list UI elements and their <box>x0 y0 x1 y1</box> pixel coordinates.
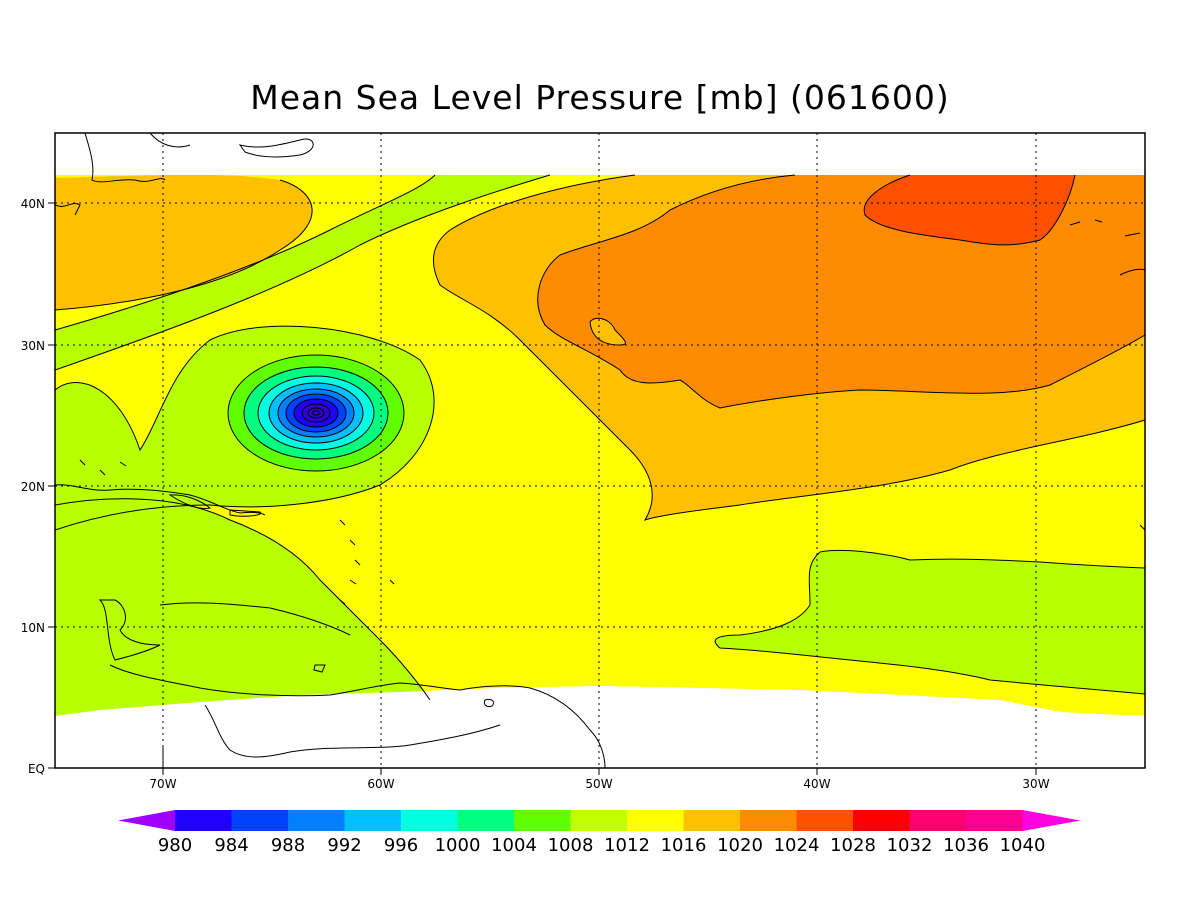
colorbar-swatch <box>401 810 458 831</box>
colorbar-swatch <box>740 810 797 831</box>
tick-marks <box>48 202 1037 775</box>
lat-label-20n: 20N <box>21 480 45 494</box>
contour-lines <box>55 174 1145 701</box>
colorbar-label: 984 <box>214 835 248 856</box>
colorbar-swatch <box>288 810 345 831</box>
colorbar-swatch <box>175 810 232 831</box>
storm-low-pressure-system <box>227 354 405 472</box>
field-1016-nw <box>55 174 313 310</box>
colorbar-swatch <box>909 810 967 831</box>
colorbar-arrow-low <box>118 810 175 831</box>
colorbar-swatch <box>570 810 628 831</box>
colorbar-label: 1004 <box>491 835 537 856</box>
lat-label-10n: 10N <box>21 621 45 635</box>
colorbar-label: 1020 <box>717 835 763 856</box>
colorbar-label: 1000 <box>435 835 481 856</box>
colorbar-swatch <box>853 810 910 831</box>
colorbar-label: 1008 <box>548 835 594 856</box>
colorbar-swatch <box>344 810 402 831</box>
lon-label-60w: 60W <box>367 777 394 791</box>
colorbar-label: 1040 <box>1000 835 1046 856</box>
map-fields <box>55 133 1145 768</box>
field-1008-ne-band <box>55 175 550 370</box>
colorbar-swatch <box>457 810 515 831</box>
lat-label-40n: 40N <box>21 197 45 211</box>
colorbar-label: 992 <box>327 835 361 856</box>
lon-label-30w: 30W <box>1022 777 1049 791</box>
missing-data-region <box>55 686 1145 768</box>
colorbar-labels: 980 984 988 992 996 1000 1004 1008 1012 … <box>158 835 1046 856</box>
lon-label-50w: 50W <box>585 777 612 791</box>
lat-label-eq: EQ <box>28 762 45 776</box>
missing-data-top <box>55 133 1145 175</box>
colorbar-label: 1032 <box>887 835 933 856</box>
colorbar-swatch <box>627 810 684 831</box>
storm-isobar <box>311 410 321 416</box>
colorbar-label: 996 <box>384 835 418 856</box>
colorbar-label: 1028 <box>830 835 876 856</box>
colorbar-label: 1016 <box>661 835 707 856</box>
latitude-labels: 40N 30N 20N 10N EQ <box>21 197 45 776</box>
field-1008-se <box>715 550 1145 694</box>
colorbar-swatch <box>231 810 289 831</box>
plot-frame <box>54 132 1146 769</box>
colorbar-label: 1036 <box>943 835 989 856</box>
colorbar-label: 1012 <box>604 835 650 856</box>
colorbar-swatch <box>966 810 1023 831</box>
lat-label-30n: 30N <box>21 339 45 353</box>
field-1024-ne <box>864 175 1075 245</box>
colorbar-label: 1024 <box>774 835 820 856</box>
colorbar-swatch <box>796 810 854 831</box>
colorbar-swatch <box>683 810 741 831</box>
lon-label-70w: 70W <box>149 777 176 791</box>
colorbar-label: 980 <box>158 835 192 856</box>
colorbar-swatch <box>514 810 571 831</box>
graticule <box>55 133 1145 768</box>
longitude-labels: 70W 60W 50W 40W 30W <box>149 777 1049 791</box>
colorbar-arrow-high <box>1022 810 1081 831</box>
chart-title: Mean Sea Level Pressure [mb] (061600) <box>250 78 950 117</box>
colorbar-legend <box>118 810 1081 831</box>
colorbar-label: 988 <box>271 835 305 856</box>
lon-label-40w: 40W <box>803 777 830 791</box>
